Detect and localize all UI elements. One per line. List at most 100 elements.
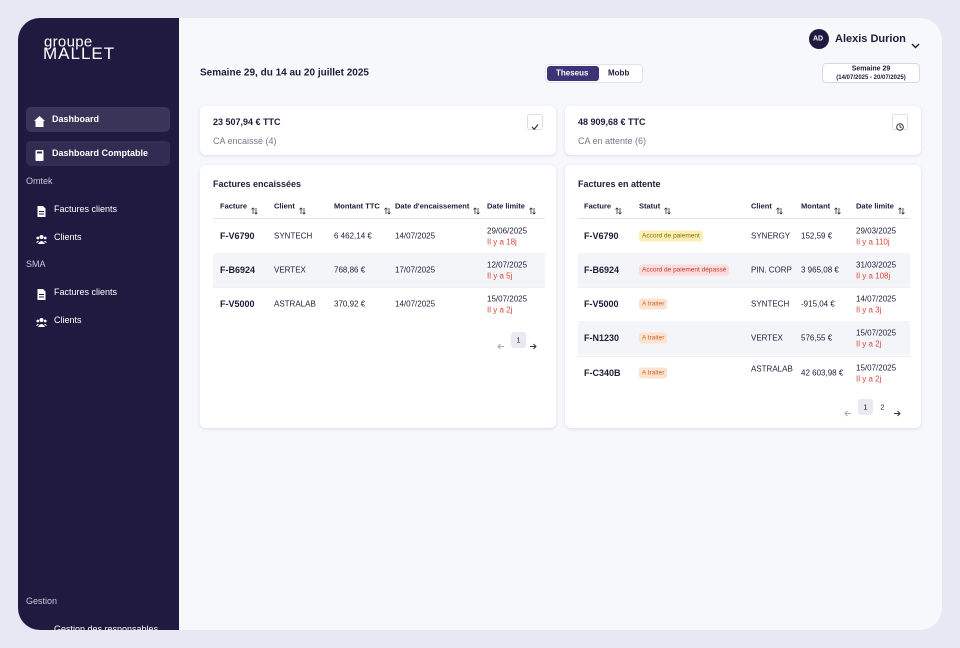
table-title: Factures encaissées [213,179,302,189]
sort-icon [529,202,536,215]
page-number[interactable]: 1 [516,335,521,345]
tab-active-bg[interactable] [547,66,599,81]
date-limit: 31/03/2025 [856,260,897,269]
sort-icon [776,202,783,215]
sort-icon [898,202,905,215]
kpi-icon [896,118,904,131]
nav-item-label[interactable]: Gestion des responsables [54,624,159,630]
avatar-initials: AD [813,35,824,43]
users-icon-svg [36,234,47,244]
user-name[interactable]: Alexis Durion [835,33,906,45]
cell: 14/07/2025 [395,231,436,241]
cell: 14/07/2025 [395,299,436,309]
sort-icon-svg [251,207,258,215]
page-active-bg[interactable] [858,399,873,415]
header-divider [213,218,545,219]
cell: 6 462,14 € [334,231,372,241]
cell: ASTRALAB [274,299,316,309]
row-divider [578,287,910,288]
overdue-label: Il y a 3j [856,305,882,314]
kpi-card [565,106,921,155]
date-limit: 14/07/2025 [856,294,897,303]
logo-top: groupe [44,33,93,51]
tab-label[interactable]: Mobb [608,68,630,78]
page-number[interactable]: 1 [863,402,868,412]
prev-arrow [844,404,852,416]
column-header[interactable]: Facture [584,201,612,211]
kpi-icon [531,118,539,131]
nav-item-label[interactable]: Factures clients [54,287,118,297]
chevron-icon [911,36,920,49]
invoice-number[interactable]: F-V6790 [220,231,255,241]
cell: 152,59 € [801,231,833,241]
invoice-number[interactable]: F-B6924 [220,265,256,275]
kpi-icon-box [527,114,543,130]
column-header[interactable]: Montant TTC [334,201,380,211]
column-header[interactable]: Client [751,201,772,211]
row-bg [578,321,910,355]
section-title: Omtek [26,176,53,186]
prev-arrow-svg [497,343,504,349]
invoice-number[interactable]: F-C340B [584,368,621,378]
next-arrow [893,404,901,416]
invoice-number[interactable]: F-V6790 [584,231,619,241]
invoice-number[interactable]: F-N1230 [584,333,620,343]
cell: 3 965,08 € [801,265,839,275]
tab-label[interactable]: Theseus [556,68,589,78]
nav-item-bg[interactable] [26,107,170,132]
table-card [565,165,921,428]
invoice-number[interactable]: F-B6924 [584,265,620,275]
page-number[interactable]: 2 [880,402,885,412]
column-header[interactable]: Montant [801,201,831,211]
cell: 768,86 € [334,265,366,275]
status-badge: A traiter [639,298,668,310]
invoice-number[interactable]: F-V5000 [220,299,255,309]
prev-arrow [497,337,505,349]
cell: SYNTECH [751,299,790,309]
sort-icon [834,202,841,215]
prev-arrow-svg [844,410,851,416]
next-arrow [529,337,537,349]
overdue-label: Il y a 108j [856,271,891,280]
row-bg [578,253,910,287]
nav-item-label[interactable]: Dashboard Comptable [52,148,149,158]
overdue-label: Il y a 5j [487,271,513,280]
column-header[interactable]: Date d'encaissement [395,201,470,211]
status-badge: Accord de paiement dépassé [639,264,730,276]
week-badge[interactable] [822,63,920,83]
column-header[interactable]: Client [274,201,295,211]
date-limit: 15/07/2025 [856,363,897,372]
users-icon [36,232,47,244]
date-limit: 15/07/2025 [856,328,897,337]
table-card [200,165,556,428]
kpi-icon-box [892,114,908,130]
nav-item-label[interactable]: Factures clients [54,204,118,214]
nav-item-bg[interactable] [26,141,170,166]
doc-icon-svg [37,289,46,300]
column-header[interactable]: Facture [220,201,248,211]
users-icon [36,315,47,327]
page-active-bg[interactable] [511,332,526,348]
next-arrow-svg [894,410,901,416]
nav-item-label[interactable]: Clients [54,231,82,242]
doc-icon-svg [37,206,46,217]
avatar [809,29,829,49]
doc-icon [36,287,47,300]
section-title: SMA [26,259,46,269]
column-header[interactable]: Statut [639,201,661,211]
sort-icon-svg [384,207,391,215]
cell: 42 603,98 € [801,368,844,378]
date-limit: 15/07/2025 [487,294,528,303]
sort-icon-svg [834,207,841,215]
nav-item-label[interactable]: Clients [54,314,82,325]
nav-item-label[interactable]: Dashboard [52,114,100,124]
overdue-label: Il y a 18j [487,237,517,246]
column-header[interactable]: Date limite [487,201,525,211]
status-badge: Accord de paiement [639,230,703,242]
sort-icon [615,202,622,215]
cell: VERTEX [274,265,306,275]
section-title: Gestion [26,596,58,606]
column-header[interactable]: Date limite [856,201,894,211]
kpi-icon-svg [531,124,539,131]
invoice-number[interactable]: F-V5000 [584,299,619,309]
